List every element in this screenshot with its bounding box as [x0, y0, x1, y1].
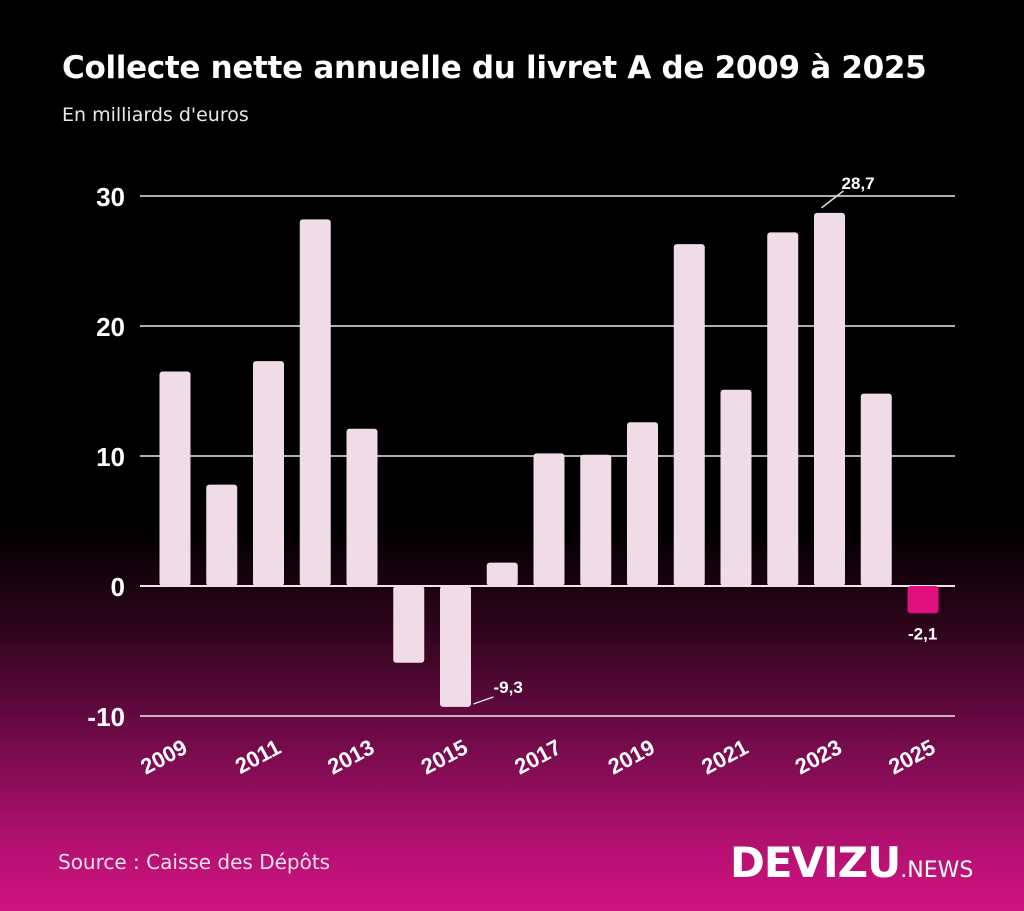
devizu-logo: DEVIZU.NEWS — [730, 838, 974, 887]
x-tick-label: 2009 — [136, 734, 191, 779]
data-label-2015: -9,3 — [494, 678, 523, 697]
bar-2019 — [627, 422, 658, 586]
bar-2013 — [346, 428, 378, 586]
bar-2018 — [580, 454, 612, 586]
y-tick-label: 10 — [96, 442, 125, 472]
data-label-2023: 28,7 — [842, 174, 875, 193]
annotation-leader — [473, 696, 494, 705]
x-tick-label: 2019 — [604, 734, 659, 779]
bar-2025 — [907, 586, 939, 614]
bar-2023 — [814, 212, 845, 586]
chart-title: Collecte nette annuelle du livret A de 2… — [62, 50, 927, 86]
x-tick-label: 2021 — [697, 734, 752, 779]
chart-subtitle: En milliards d'euros — [62, 104, 249, 126]
x-tick-label: 2023 — [791, 734, 846, 779]
x-tick-label: 2013 — [323, 734, 378, 779]
bar-2009 — [159, 371, 191, 586]
bar-2016 — [486, 562, 518, 586]
bar-2010 — [206, 484, 238, 586]
data-label-2025: -2,1 — [908, 624, 937, 643]
y-tick-label: 30 — [96, 182, 125, 212]
bar-2011 — [253, 361, 284, 586]
y-tick-label: -10 — [87, 702, 125, 732]
x-tick-label: 2011 — [231, 734, 285, 778]
bar-2015 — [440, 586, 471, 707]
bar-2021 — [720, 389, 752, 586]
x-tick-label: 2025 — [884, 734, 939, 779]
bar-2014 — [393, 586, 425, 663]
bar-2020 — [673, 244, 705, 586]
x-tick-label: 2015 — [417, 734, 472, 779]
bar-2012 — [299, 219, 331, 586]
annotation-leader — [821, 190, 844, 209]
x-tick-label: 2017 — [510, 734, 565, 779]
source-note: Source : Caisse des Dépôts — [58, 850, 331, 874]
y-tick-label: 20 — [96, 312, 125, 342]
bar-2024 — [860, 393, 892, 586]
y-tick-label: 0 — [111, 572, 125, 602]
bar-2017 — [533, 453, 565, 586]
bar-2022 — [767, 232, 799, 586]
